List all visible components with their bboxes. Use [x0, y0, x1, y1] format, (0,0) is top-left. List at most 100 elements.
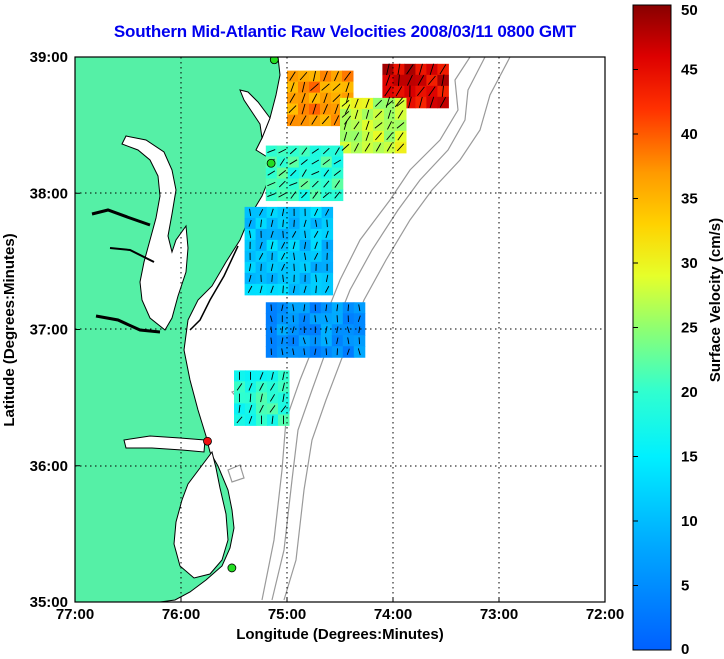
velocity-vector — [311, 180, 319, 188]
velocity-vector — [289, 182, 298, 186]
velocity-vector — [270, 383, 275, 391]
velocity-vector — [238, 404, 241, 413]
potomac-river — [91, 208, 151, 227]
velocity-vector — [281, 241, 286, 249]
velocity-vector — [304, 241, 307, 249]
velocity-vector — [248, 219, 252, 227]
velocity-vector — [290, 169, 297, 177]
x-tick-label: 77:00 — [56, 606, 94, 623]
velocity-vector — [333, 170, 341, 176]
velocity-vector — [353, 121, 360, 130]
velocity-vector — [346, 326, 350, 334]
velocity-vector — [344, 115, 351, 125]
velocity-vector — [408, 96, 412, 108]
velocity-vector — [374, 99, 383, 107]
velocity-vector — [439, 96, 447, 108]
velocity-vector — [397, 132, 404, 141]
velocity-vector — [278, 180, 286, 188]
x-axis-label: Longitude (Degrees:Minutes) — [236, 626, 444, 643]
velocity-vector — [310, 83, 319, 92]
velocity-vector — [429, 96, 435, 108]
velocity-vector — [269, 394, 276, 402]
colorbar-tick-label: 45 — [681, 62, 698, 79]
velocity-vector — [385, 100, 394, 107]
x-tick-label: 75:00 — [268, 606, 306, 623]
velocity-vector — [387, 109, 392, 119]
x-tick-label: 74:00 — [374, 606, 412, 623]
station-marker-site-cape — [266, 158, 276, 168]
velocity-vector — [417, 75, 425, 86]
velocity-vector — [300, 159, 308, 165]
albemarle-sound — [123, 435, 206, 453]
velocity-vector — [325, 304, 328, 312]
velocity-vector — [397, 110, 404, 119]
velocity-vector — [270, 241, 274, 250]
velocity-vector — [347, 337, 350, 345]
velocity-vector — [281, 263, 286, 271]
velocity-vector — [311, 115, 318, 125]
velocity-vector — [270, 337, 273, 345]
velocity-vector — [395, 86, 403, 97]
velocity-vector — [321, 115, 330, 125]
velocity-vector — [386, 132, 393, 141]
velocity-vector — [429, 63, 435, 75]
velocity-vector — [387, 121, 392, 130]
colorbar-tick-label: 15 — [681, 449, 698, 466]
velocity-vector — [248, 382, 253, 391]
velocity-vector — [278, 170, 287, 177]
velocity-vector — [396, 122, 405, 129]
velocity-vector — [311, 148, 319, 154]
velocity-vector — [270, 326, 273, 334]
velocity-vector — [346, 348, 350, 355]
velocity-vector — [291, 231, 297, 238]
velocity-vector — [314, 348, 317, 355]
velocity-vector — [336, 326, 339, 334]
velocity-vector — [259, 241, 263, 249]
y-tick-label: 36:00 — [30, 458, 68, 475]
velocity-vector — [281, 208, 285, 217]
velocity-vector — [282, 219, 284, 228]
velocity-vector — [323, 180, 330, 188]
velocity-vector — [324, 315, 328, 323]
colorbar — [632, 4, 672, 651]
velocity-vector — [358, 326, 361, 334]
station-marker-site-north — [269, 57, 279, 65]
velocity-vector — [278, 192, 287, 198]
velocity-vector — [270, 230, 274, 238]
velocity-vector — [270, 304, 273, 311]
x-tick-label: 73:00 — [480, 606, 518, 623]
velocity-vector — [374, 110, 383, 119]
velocity-vector — [386, 63, 390, 76]
velocity-vector — [314, 208, 319, 217]
velocity-vector — [364, 143, 371, 152]
velocity-vector — [397, 74, 400, 87]
velocity-vector — [293, 252, 296, 261]
velocity-vector — [333, 115, 340, 126]
velocity-vector — [441, 74, 445, 87]
velocity-vector — [326, 219, 328, 228]
colorbar-tick-label: 0 — [681, 641, 689, 658]
velocity-vector — [365, 109, 370, 119]
velocity-vector — [280, 252, 286, 260]
velocity-vector — [344, 71, 351, 81]
velocity-vector — [290, 191, 297, 199]
velocity-vector — [325, 348, 328, 356]
velocity-vector — [323, 71, 328, 82]
velocity-vector — [248, 415, 253, 424]
velocity-vector — [357, 315, 361, 322]
velocity-vector — [357, 348, 361, 356]
velocity-vector — [303, 285, 307, 293]
station-marker-site-hatteras — [227, 563, 237, 573]
velocity-vector — [259, 285, 263, 294]
velocity-vector — [267, 149, 276, 154]
velocity-vector — [301, 147, 308, 155]
velocity-vector — [304, 252, 307, 261]
velocity-vector — [292, 285, 296, 293]
velocity-vector — [333, 159, 342, 165]
velocity-vector — [301, 81, 306, 93]
grid-lines — [75, 57, 605, 602]
velocity-vector — [311, 159, 320, 165]
velocity-vector — [312, 103, 317, 115]
velocity-vector — [303, 219, 307, 228]
colorbar-tick-label: 35 — [681, 191, 698, 208]
